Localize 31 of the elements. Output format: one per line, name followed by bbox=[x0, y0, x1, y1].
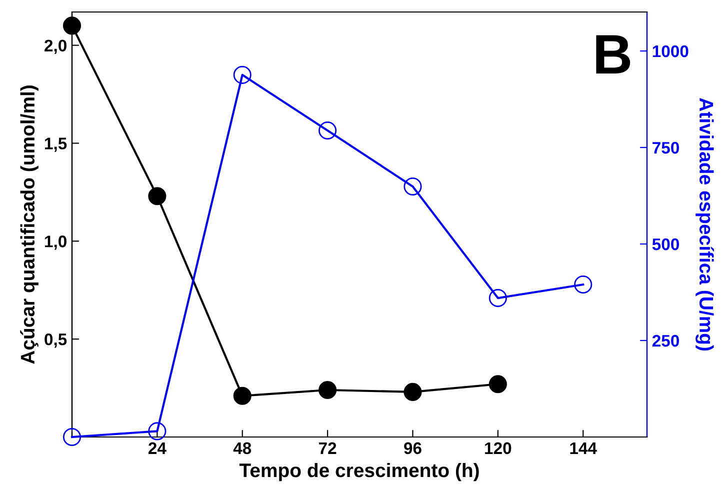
point bbox=[318, 380, 337, 400]
y2-tick-label: 1000 bbox=[652, 45, 688, 58]
x-tick-label: 24 bbox=[148, 442, 166, 454]
y2-tick-label: 750 bbox=[652, 142, 679, 154]
point bbox=[233, 386, 252, 405]
point bbox=[62, 16, 82, 35]
point bbox=[148, 187, 166, 206]
x-tick-label: 48 bbox=[233, 442, 252, 454]
y2-tick-label: 500 bbox=[652, 238, 679, 250]
annotation: B bbox=[596, 35, 630, 74]
point bbox=[318, 121, 337, 140]
x-tick-label: 120 bbox=[485, 442, 512, 454]
x-tick-label: 144 bbox=[570, 442, 597, 454]
x-tick-label: 96 bbox=[404, 442, 422, 454]
point bbox=[233, 66, 252, 84]
point bbox=[404, 382, 422, 401]
point bbox=[574, 275, 592, 294]
point bbox=[488, 375, 507, 394]
y-tick-label: 1,0 bbox=[45, 236, 66, 250]
point bbox=[404, 177, 422, 196]
point bbox=[62, 428, 82, 446]
point bbox=[488, 289, 507, 308]
y2-axis-title: Atividade específica (U/mg) bbox=[696, 98, 714, 351]
point bbox=[148, 422, 166, 440]
y-tick-label: 1,5 bbox=[45, 138, 67, 152]
y-tick-label: 0,5 bbox=[44, 333, 67, 348]
x-axis-title: Tempo de crescimento (h) bbox=[239, 462, 479, 482]
y2-tick-label: 250 bbox=[652, 334, 679, 347]
y-axis-title: Açúcar quantificado (umol/ml) bbox=[20, 86, 38, 364]
y-tick-label: 2,0 bbox=[44, 40, 66, 54]
x-tick-label: 72 bbox=[319, 442, 336, 454]
